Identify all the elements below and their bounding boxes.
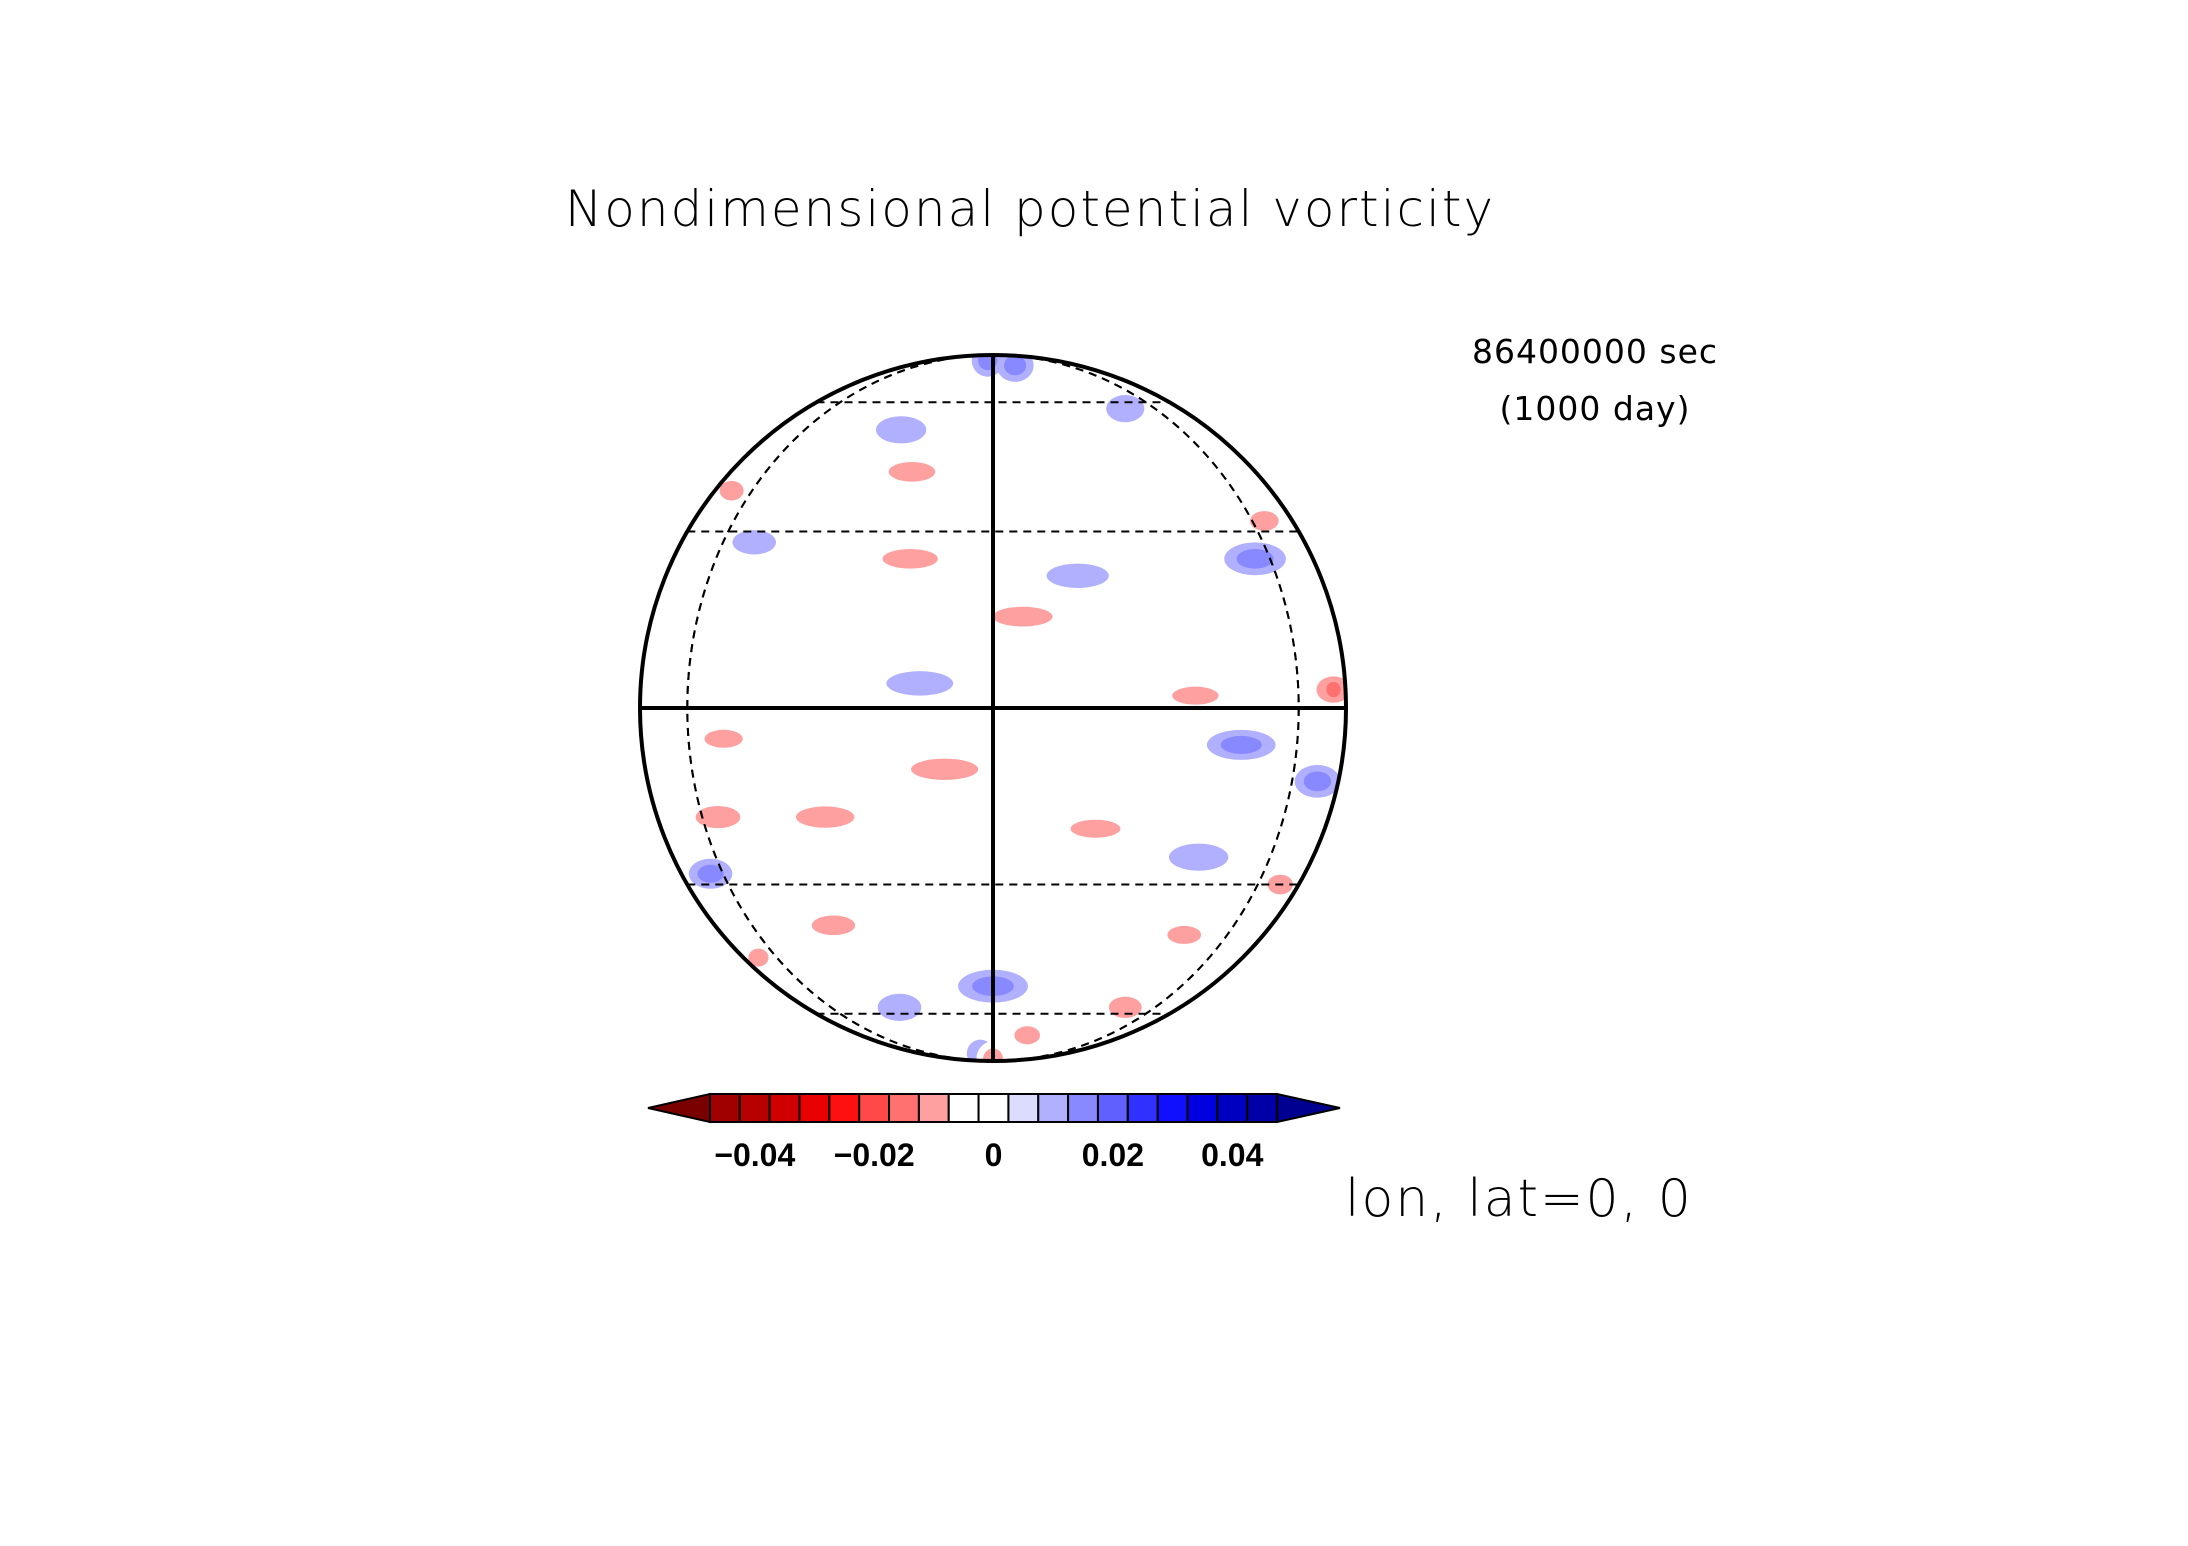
field-contour [877,993,922,1021]
colorbar: −0.04 −0.02 0 0.02 0.04 [647,1092,1341,1173]
field-contour [812,810,838,824]
colorbar-swatch [947,1093,980,1123]
colorbar-tick-label: 0.02 [1082,1137,1144,1173]
vorticity-field [680,355,1346,1061]
field-contour [708,810,728,824]
colorbar-swatch [738,1093,771,1123]
colorbar-tick-label: 0 [985,1137,1003,1173]
field-contour [704,729,743,748]
colorbar-swatch [1246,1093,1278,1123]
field-contour [757,573,821,601]
field-contour [737,633,802,661]
field-contour [930,763,959,776]
colorbar-swatch [768,1093,801,1123]
field-contour [811,915,856,936]
field-contour [1303,771,1332,792]
field-contour [1326,681,1341,698]
field-contour [1236,548,1274,569]
field-contour [992,606,1053,627]
colorbar-swatch [1126,1093,1159,1123]
colorbar-tick-label: 0.04 [1201,1137,1263,1173]
field-contour [1031,467,1095,495]
field-contour [1118,1001,1133,1014]
colorbar-swatch [917,1093,950,1123]
field-contour [875,416,927,444]
globe-axes [640,355,1346,1061]
field-contour [748,948,769,967]
time-label: 86400000 sec [1472,332,1718,371]
colorbar-tick-label: −0.04 [714,1137,795,1173]
field-contour [888,461,936,482]
field-contour [1046,563,1109,588]
chart-title: Nondimensional potential vorticity [565,180,1495,238]
field-contour [1168,843,1229,871]
colorbar-swatch [1007,1093,1040,1123]
colorbar-under-arrow [647,1092,711,1124]
colorbar-swatch [888,1093,920,1123]
field-contour [1167,925,1202,944]
colorbar-swatch [709,1093,741,1123]
colorbar-swatch [1216,1093,1249,1123]
field-contour [1070,819,1121,838]
field-contour [732,530,777,555]
field-contour [1220,735,1262,754]
field-contour [1009,896,1077,925]
colorbar-swatch [858,1093,891,1123]
field-contour [1014,1026,1041,1045]
colorbar-swatch [1156,1093,1189,1123]
colorbar-swatch [1037,1093,1070,1123]
colorbar-over-arrow [1276,1092,1341,1124]
colorbar-swatch [1186,1093,1219,1123]
field-contour [886,671,954,696]
field-contour [697,864,724,883]
field-contour [1003,355,1027,376]
field-contour [1249,511,1279,531]
field-contour [719,480,744,501]
colorbar-swatch [1096,1093,1129,1123]
colorbar-swatch [1067,1093,1099,1123]
field-contour [1172,686,1219,705]
globe-outline [638,353,1348,1063]
colorbar-swatch [828,1093,861,1123]
center-label: lon, lat=0, 0 [1345,1169,1693,1229]
colorbar-tick-label: −0.02 [834,1137,915,1173]
colorbar-swatch [977,1093,1010,1123]
field-contour [1226,603,1282,631]
colorbar-swatch [798,1093,831,1123]
time-sublabel: (1000 day) [1500,389,1691,428]
globe [638,353,1348,1063]
field-contour [1106,395,1145,423]
field-contour [882,548,938,569]
